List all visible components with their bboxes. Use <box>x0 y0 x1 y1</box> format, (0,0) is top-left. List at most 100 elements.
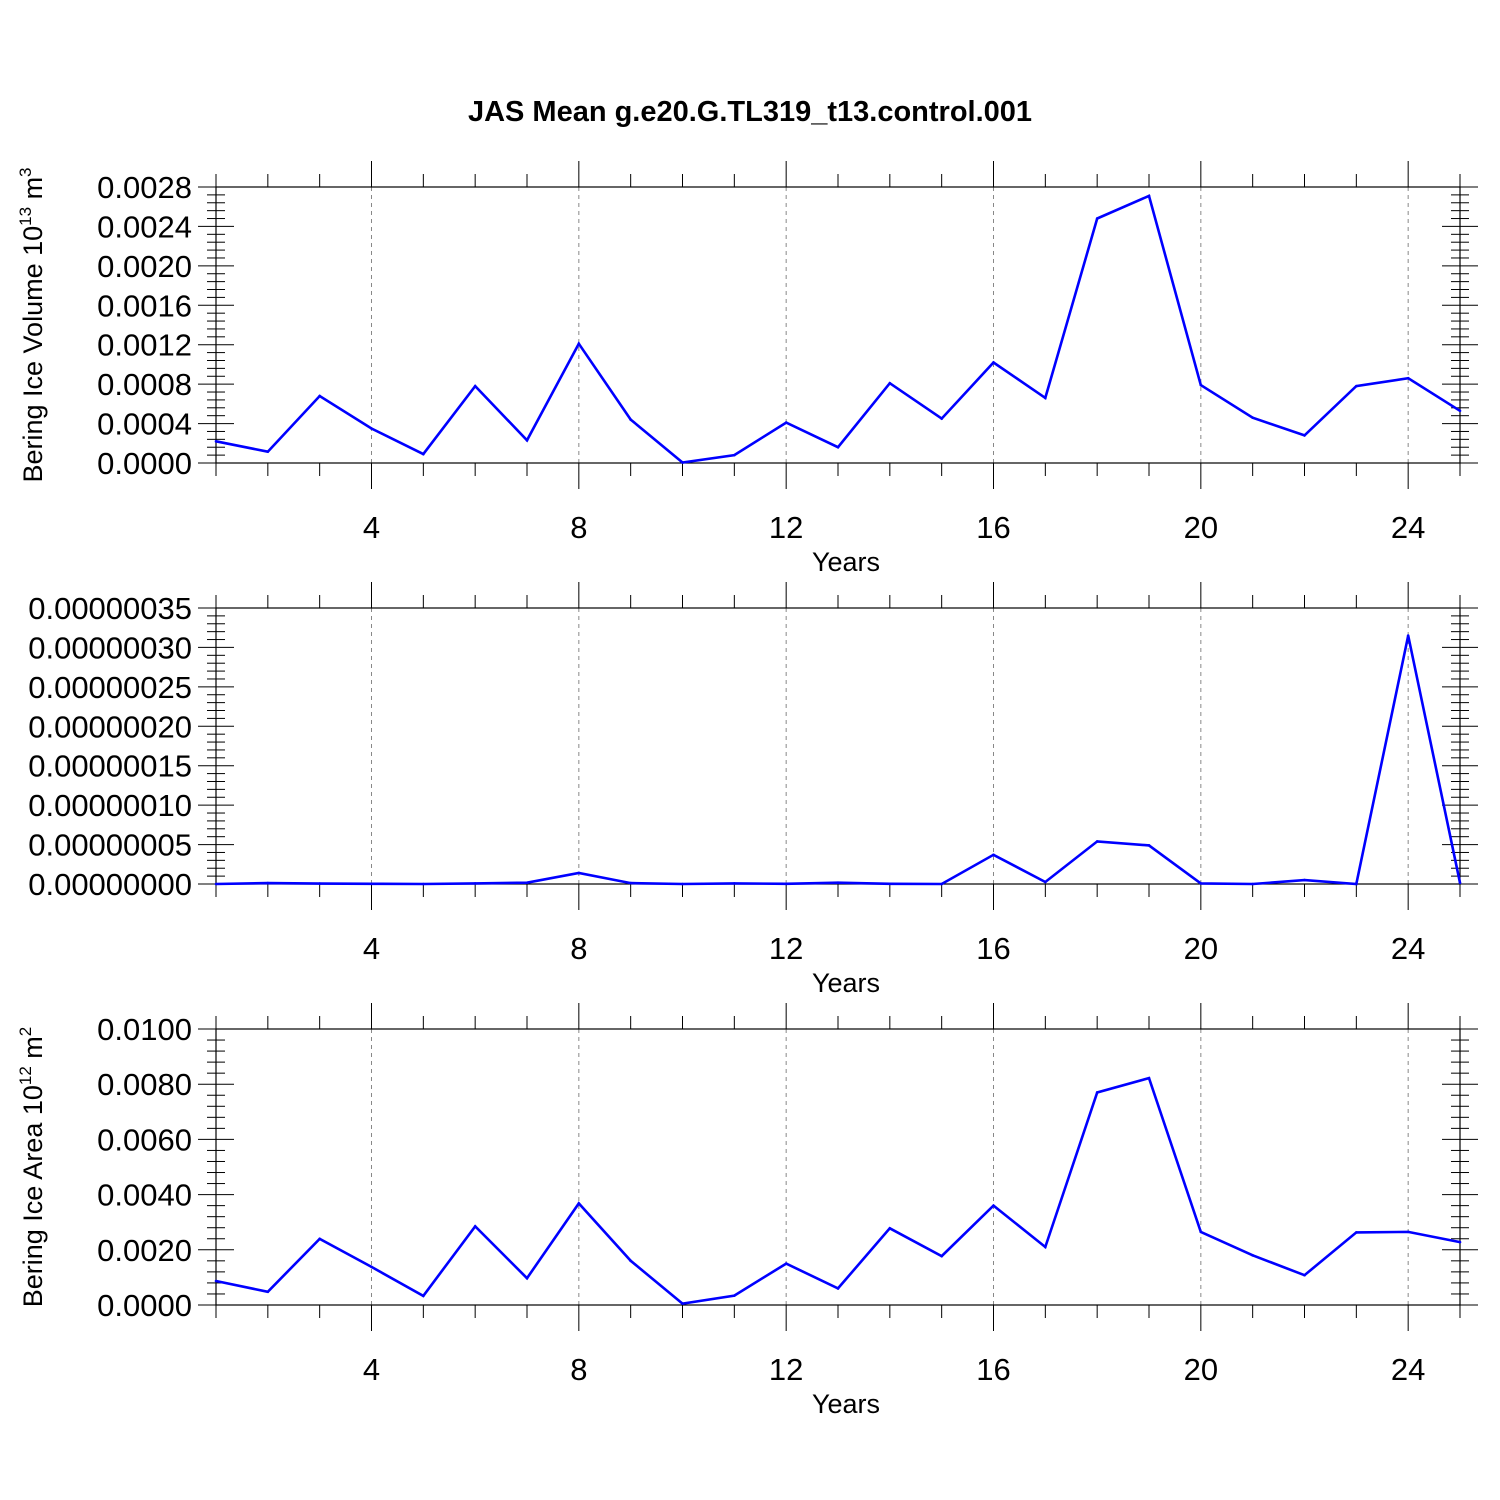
y-tick-label: 0.0016 <box>97 288 192 323</box>
data-point <box>318 394 321 398</box>
plot-frame <box>215 186 1461 464</box>
data-point <box>1199 1230 1203 1234</box>
data-point <box>681 461 684 464</box>
y-tick-label: 0.0060 <box>97 1122 192 1157</box>
x-tick-label: 20 <box>1184 510 1218 545</box>
data-point <box>836 1287 840 1290</box>
x-tick-label: 16 <box>976 1352 1010 1387</box>
x-tick-label: 16 <box>976 510 1010 545</box>
data-point <box>681 1302 684 1305</box>
chart-panel-1: 0.0000 0.0004 0.0008 0.0012 0.0016 0.0020 0.00… <box>16 161 1478 577</box>
data-point <box>370 1265 373 1269</box>
data-point <box>1406 376 1410 380</box>
data-point <box>577 871 581 875</box>
y-tick-label: 0.0028 <box>97 170 192 205</box>
data-point <box>888 381 892 385</box>
data-point <box>1303 434 1306 437</box>
y-axis-label-unit: m <box>18 177 48 207</box>
y-tick-label: 0.0008 <box>97 367 192 402</box>
y-tick-label: 0.00000000 <box>28 867 192 902</box>
data-point <box>1458 881 1462 885</box>
y-axis-label-text: Bering Ice Area 10 <box>18 1085 48 1307</box>
series-line <box>215 194 1461 464</box>
x-tick-label: 4 <box>363 1352 380 1387</box>
y-axis-label: Bering Ice Area 1012 m2 <box>16 1027 48 1308</box>
y-tick-label: 0.00000015 <box>28 749 192 784</box>
x-tick-label: 8 <box>570 931 587 966</box>
data-point <box>1147 844 1151 847</box>
data-point <box>1199 882 1203 885</box>
data-point <box>214 1279 218 1283</box>
chart-panel-3: 0.0000 0.0020 0.0040 0.0060 0.0080 0.0100 4 8 12… <box>16 1003 1478 1419</box>
data-point <box>1458 1240 1462 1244</box>
y-axis-label-exponent: 13 <box>16 207 35 226</box>
data-point <box>1095 840 1099 843</box>
data-point <box>629 1259 632 1263</box>
y-axis-label-unit: m <box>18 1036 48 1066</box>
y-tick-label: 0.0000 <box>97 446 192 481</box>
series-line <box>215 635 1462 886</box>
x-axis-label: Years <box>812 547 880 577</box>
data-point <box>1355 384 1358 388</box>
data-point <box>888 882 892 886</box>
y-tick-label: 0.0100 <box>97 1012 192 1047</box>
data-point <box>940 1254 943 1258</box>
data-point <box>1303 878 1306 882</box>
data-point <box>318 1237 321 1241</box>
data-point <box>992 853 995 857</box>
data-point <box>1147 194 1151 198</box>
x-axis-label: Years <box>812 968 880 998</box>
data-point <box>1251 416 1254 419</box>
y-tick-label: 0.0040 <box>97 1178 192 1213</box>
x-axis-label: Years <box>812 1389 880 1419</box>
data-point <box>214 882 218 886</box>
data-point <box>422 1294 425 1298</box>
data-point <box>473 384 477 388</box>
data-point <box>318 882 321 885</box>
x-tick-label: 12 <box>769 931 803 966</box>
data-point <box>733 453 736 457</box>
data-point <box>525 439 529 442</box>
x-tick-label: 24 <box>1391 931 1425 966</box>
x-tick-label: 8 <box>570 510 587 545</box>
y-tick-label: 0.0080 <box>97 1067 192 1102</box>
y-tick-label: 0.0000 <box>97 1288 192 1323</box>
y-axis-label-unit-power: 3 <box>16 167 35 176</box>
data-point <box>629 418 632 421</box>
y-axis-label-exponent: 12 <box>16 1066 35 1085</box>
data-point <box>266 881 270 885</box>
x-tick-label: 20 <box>1184 931 1218 966</box>
data-point <box>733 882 736 885</box>
data-point <box>836 445 840 449</box>
data-point <box>1458 409 1462 413</box>
y-tick-label: 0.00000020 <box>28 709 192 744</box>
chart-panel-2: 0.00000000 0.00000005 0.00000010 0.00000015… <box>28 582 1478 998</box>
data-point <box>473 1225 477 1228</box>
data-point <box>1199 383 1203 387</box>
data-point <box>1095 217 1099 220</box>
data-point <box>681 882 684 886</box>
data-point <box>733 1294 736 1297</box>
x-tick-label: 8 <box>570 1352 587 1387</box>
data-point <box>1355 1231 1358 1234</box>
data-point <box>629 881 632 885</box>
data-point <box>784 1262 788 1265</box>
data-point <box>577 342 581 346</box>
y-tick-label: 0.00000035 <box>28 591 192 626</box>
data-point <box>1303 1273 1306 1277</box>
data-point <box>473 882 477 885</box>
data-point <box>1406 1230 1410 1234</box>
x-tick-label: 12 <box>769 1352 803 1387</box>
data-point <box>888 1226 892 1230</box>
data-point <box>370 882 373 886</box>
y-tick-label: 0.00000010 <box>28 788 192 823</box>
figure-title: JAS Mean g.e20.G.TL319_t13.control.001 <box>467 96 1033 128</box>
data-point <box>1095 1091 1099 1094</box>
x-tick-label: 4 <box>363 931 380 966</box>
data-point <box>422 882 425 886</box>
x-tick-label: 20 <box>1184 1352 1218 1387</box>
data-point <box>836 881 840 884</box>
y-tick-label: 0.00000005 <box>28 828 192 863</box>
data-point <box>1147 1076 1151 1080</box>
